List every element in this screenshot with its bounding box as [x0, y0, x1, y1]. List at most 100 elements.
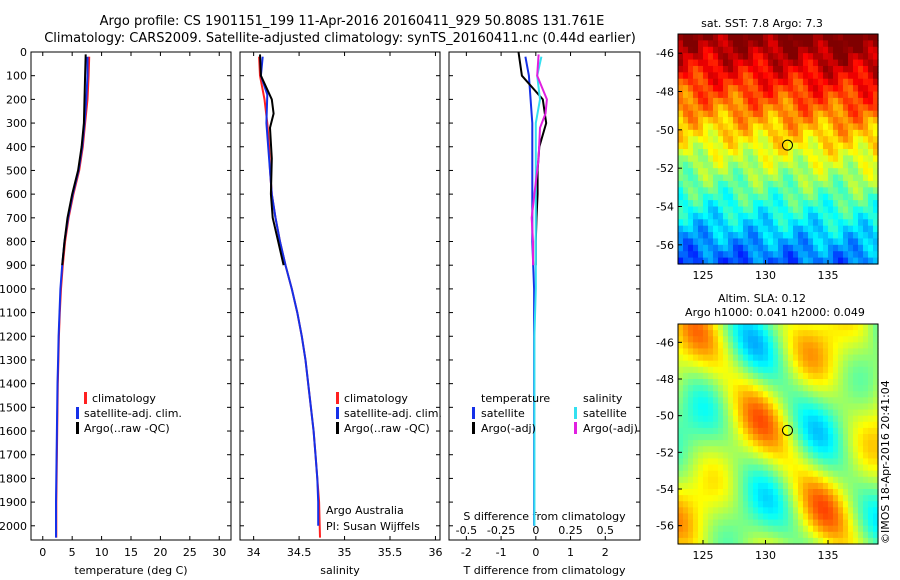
- map-cell: [833, 155, 839, 163]
- map-cell: [723, 434, 729, 441]
- map-cell: [848, 434, 854, 441]
- map-cell: [868, 244, 874, 252]
- map-cell: [793, 537, 799, 545]
- map-cell: [763, 531, 769, 539]
- map-cell: [688, 391, 694, 398]
- map-cell: [748, 336, 754, 343]
- map-cell: [803, 519, 809, 527]
- map-cell: [708, 129, 714, 137]
- map-cell: [708, 206, 714, 214]
- map-cell: [858, 525, 864, 533]
- map-cell: [728, 34, 734, 41]
- map-cell: [798, 59, 804, 67]
- map-cell: [693, 415, 699, 423]
- map-cell: [713, 537, 719, 545]
- map-cell: [833, 366, 839, 374]
- map-cell: [723, 200, 729, 208]
- map-cell: [758, 501, 764, 508]
- map-cell: [793, 155, 799, 163]
- map-cell: [873, 46, 879, 54]
- map-cell: [783, 219, 789, 227]
- map-cell: [868, 458, 874, 466]
- map-cell: [768, 97, 774, 105]
- map-cell: [818, 324, 824, 331]
- map-cell: [733, 476, 739, 484]
- map-cell: [863, 513, 869, 521]
- map-cell: [853, 187, 859, 195]
- x-tick-label: 5: [69, 546, 76, 559]
- map-cell: [838, 409, 844, 417]
- map-cell: [753, 123, 759, 131]
- map-cell: [853, 142, 859, 150]
- map-cell: [733, 489, 739, 496]
- map-cell: [738, 219, 744, 227]
- map-cell: [808, 434, 814, 441]
- map-cell: [703, 525, 709, 533]
- map-cell: [773, 531, 779, 539]
- map-cell: [718, 180, 724, 188]
- map-cell: [788, 507, 794, 515]
- map-cell: [743, 464, 749, 472]
- map-cell: [693, 59, 699, 67]
- map-cell: [733, 446, 739, 453]
- map-cell: [773, 446, 779, 453]
- map-cell: [698, 72, 704, 80]
- map-cell: [788, 244, 794, 252]
- map-cell: [868, 446, 874, 453]
- map-cell: [698, 174, 704, 182]
- map-cell: [798, 391, 804, 398]
- map-cell: [718, 482, 724, 490]
- map-cell: [803, 187, 809, 195]
- map-cell: [778, 330, 784, 337]
- map-cell: [798, 78, 804, 86]
- map-cell: [778, 46, 784, 54]
- map-cell: [678, 507, 684, 515]
- map-cell: [758, 65, 764, 73]
- map-cell: [778, 136, 784, 144]
- map-cell: [683, 495, 689, 502]
- map-cell: [693, 161, 699, 169]
- map-cell: [698, 187, 704, 195]
- map-cell: [733, 434, 739, 441]
- map-cell: [863, 348, 869, 356]
- map-cell: [863, 446, 869, 453]
- map-cell: [833, 59, 839, 67]
- map-cell: [853, 482, 859, 490]
- map-cell: [708, 391, 714, 398]
- map-cell: [798, 379, 804, 386]
- map-cell: [753, 391, 759, 398]
- map-cell: [818, 525, 824, 533]
- map-cell: [838, 366, 844, 374]
- map-cell: [723, 458, 729, 466]
- map-cell: [678, 525, 684, 533]
- map-cell: [788, 136, 794, 144]
- map-cell: [733, 501, 739, 508]
- map-cell: [848, 91, 854, 99]
- map-cell: [788, 91, 794, 99]
- map-cell: [873, 174, 879, 182]
- map-cell: [688, 200, 694, 208]
- map-cell: [833, 458, 839, 466]
- map-cell: [818, 85, 824, 93]
- map-cell: [833, 495, 839, 502]
- map-cell: [823, 446, 829, 453]
- map-cell: [713, 85, 719, 93]
- map-cell: [713, 161, 719, 169]
- map-cell: [848, 415, 854, 423]
- map-cell: [843, 117, 849, 125]
- map-cell: [748, 65, 754, 73]
- map-cell: [683, 507, 689, 515]
- map-cell: [693, 403, 699, 411]
- map-cell: [808, 427, 814, 435]
- map-cell: [753, 91, 759, 99]
- map-cell: [853, 330, 859, 337]
- map-cell: [873, 53, 879, 61]
- map-cell: [813, 200, 819, 208]
- map-cell: [793, 193, 799, 201]
- temperature-profile-panel: 0100200300400500600700800900100011001200…: [0, 46, 232, 577]
- map-cell: [768, 117, 774, 125]
- map-cell: [748, 342, 754, 350]
- map-cell: [678, 470, 684, 478]
- legend-header-salinity: salinity: [583, 392, 623, 405]
- map-cell: [698, 136, 704, 144]
